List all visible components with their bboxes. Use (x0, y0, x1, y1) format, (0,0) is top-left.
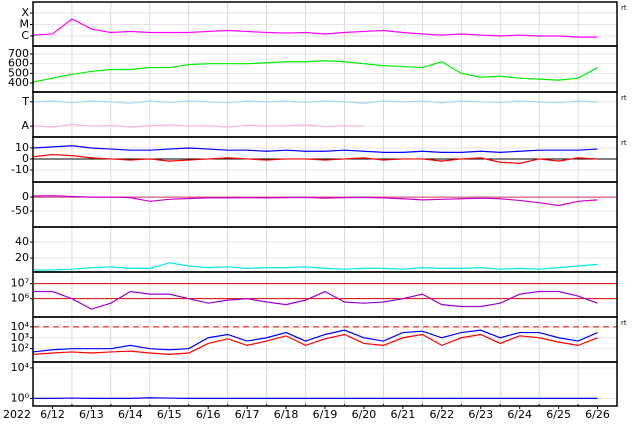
y-tick-label: X (21, 6, 29, 19)
x-tick-label: 6/24 (507, 408, 532, 421)
y-tick-label: 10⁰ (11, 391, 30, 404)
series-line (32, 145, 598, 153)
y-tick-label: 10⁶ (11, 292, 30, 305)
x-axis-label: 2022 (3, 408, 31, 421)
y-tick-label: 0 (22, 190, 29, 203)
x-tick-label: 6/19 (313, 408, 338, 421)
y-tick-label: 10⁴ (11, 320, 30, 333)
panel-frame (32, 91, 618, 138)
x-tick-label: 6/23 (468, 408, 493, 421)
x-tick-label: 6/20 (352, 408, 377, 421)
y-tick-label: T (21, 95, 29, 108)
y-tick-label: M (20, 17, 30, 30)
panel-frame (32, 271, 618, 318)
y-tick-label: C (21, 29, 29, 42)
panel-frame (32, 181, 618, 228)
x-tick-label: 6/12 (40, 408, 65, 421)
y-tick-label: 400 (8, 76, 29, 89)
series-line (32, 153, 598, 164)
series-line (32, 195, 598, 207)
note: rt (621, 319, 627, 327)
panel-frame (32, 1, 618, 47)
series-line (32, 60, 598, 83)
y-tick-label: -10 (11, 163, 29, 176)
x-tick-label: 6/22 (429, 408, 454, 421)
y-tick-label: 40 (15, 235, 29, 248)
series-line (33, 262, 598, 271)
panel-frame (32, 226, 618, 273)
y-tick-label: 10⁴ (11, 361, 30, 374)
y-tick-label: 700 (8, 47, 29, 60)
y-tick-label: 10² (11, 342, 29, 355)
x-tick-label: 6/21 (391, 408, 416, 421)
x-tick-label: 6/26 (585, 408, 610, 421)
x-tick-label: 6/25 (546, 408, 571, 421)
series-line (32, 333, 598, 355)
y-tick-label: 0 (22, 152, 29, 165)
x-tick-label: 6/15 (157, 408, 182, 421)
x-tick-label: 6/17 (235, 408, 260, 421)
y-tick-label: 10 (15, 141, 29, 154)
y-tick-label: -50 (11, 204, 29, 217)
y-tick-label: 20 (15, 251, 29, 264)
y-tick-label: 10³ (11, 331, 29, 344)
panel-frame (32, 361, 618, 407)
y-tick-label: 500 (8, 66, 29, 79)
series-line (33, 290, 598, 310)
series-line (33, 397, 598, 399)
series-line (32, 329, 598, 353)
note: rt (621, 139, 627, 147)
series-line (32, 123, 364, 128)
panel-frame (32, 316, 618, 363)
y-tick-label: A (21, 119, 29, 132)
x-tick-label: 6/16 (196, 408, 221, 421)
series-line (32, 18, 598, 38)
note: rt (621, 4, 627, 12)
y-tick-label: 10⁷ (11, 277, 29, 290)
x-tick-label: 6/14 (118, 408, 143, 421)
x-tick-label: 6/18 (274, 408, 299, 421)
note: rt (621, 94, 627, 102)
series-line (32, 100, 598, 104)
x-tick-label: 6/13 (79, 408, 104, 421)
y-tick-label: 600 (8, 57, 29, 70)
